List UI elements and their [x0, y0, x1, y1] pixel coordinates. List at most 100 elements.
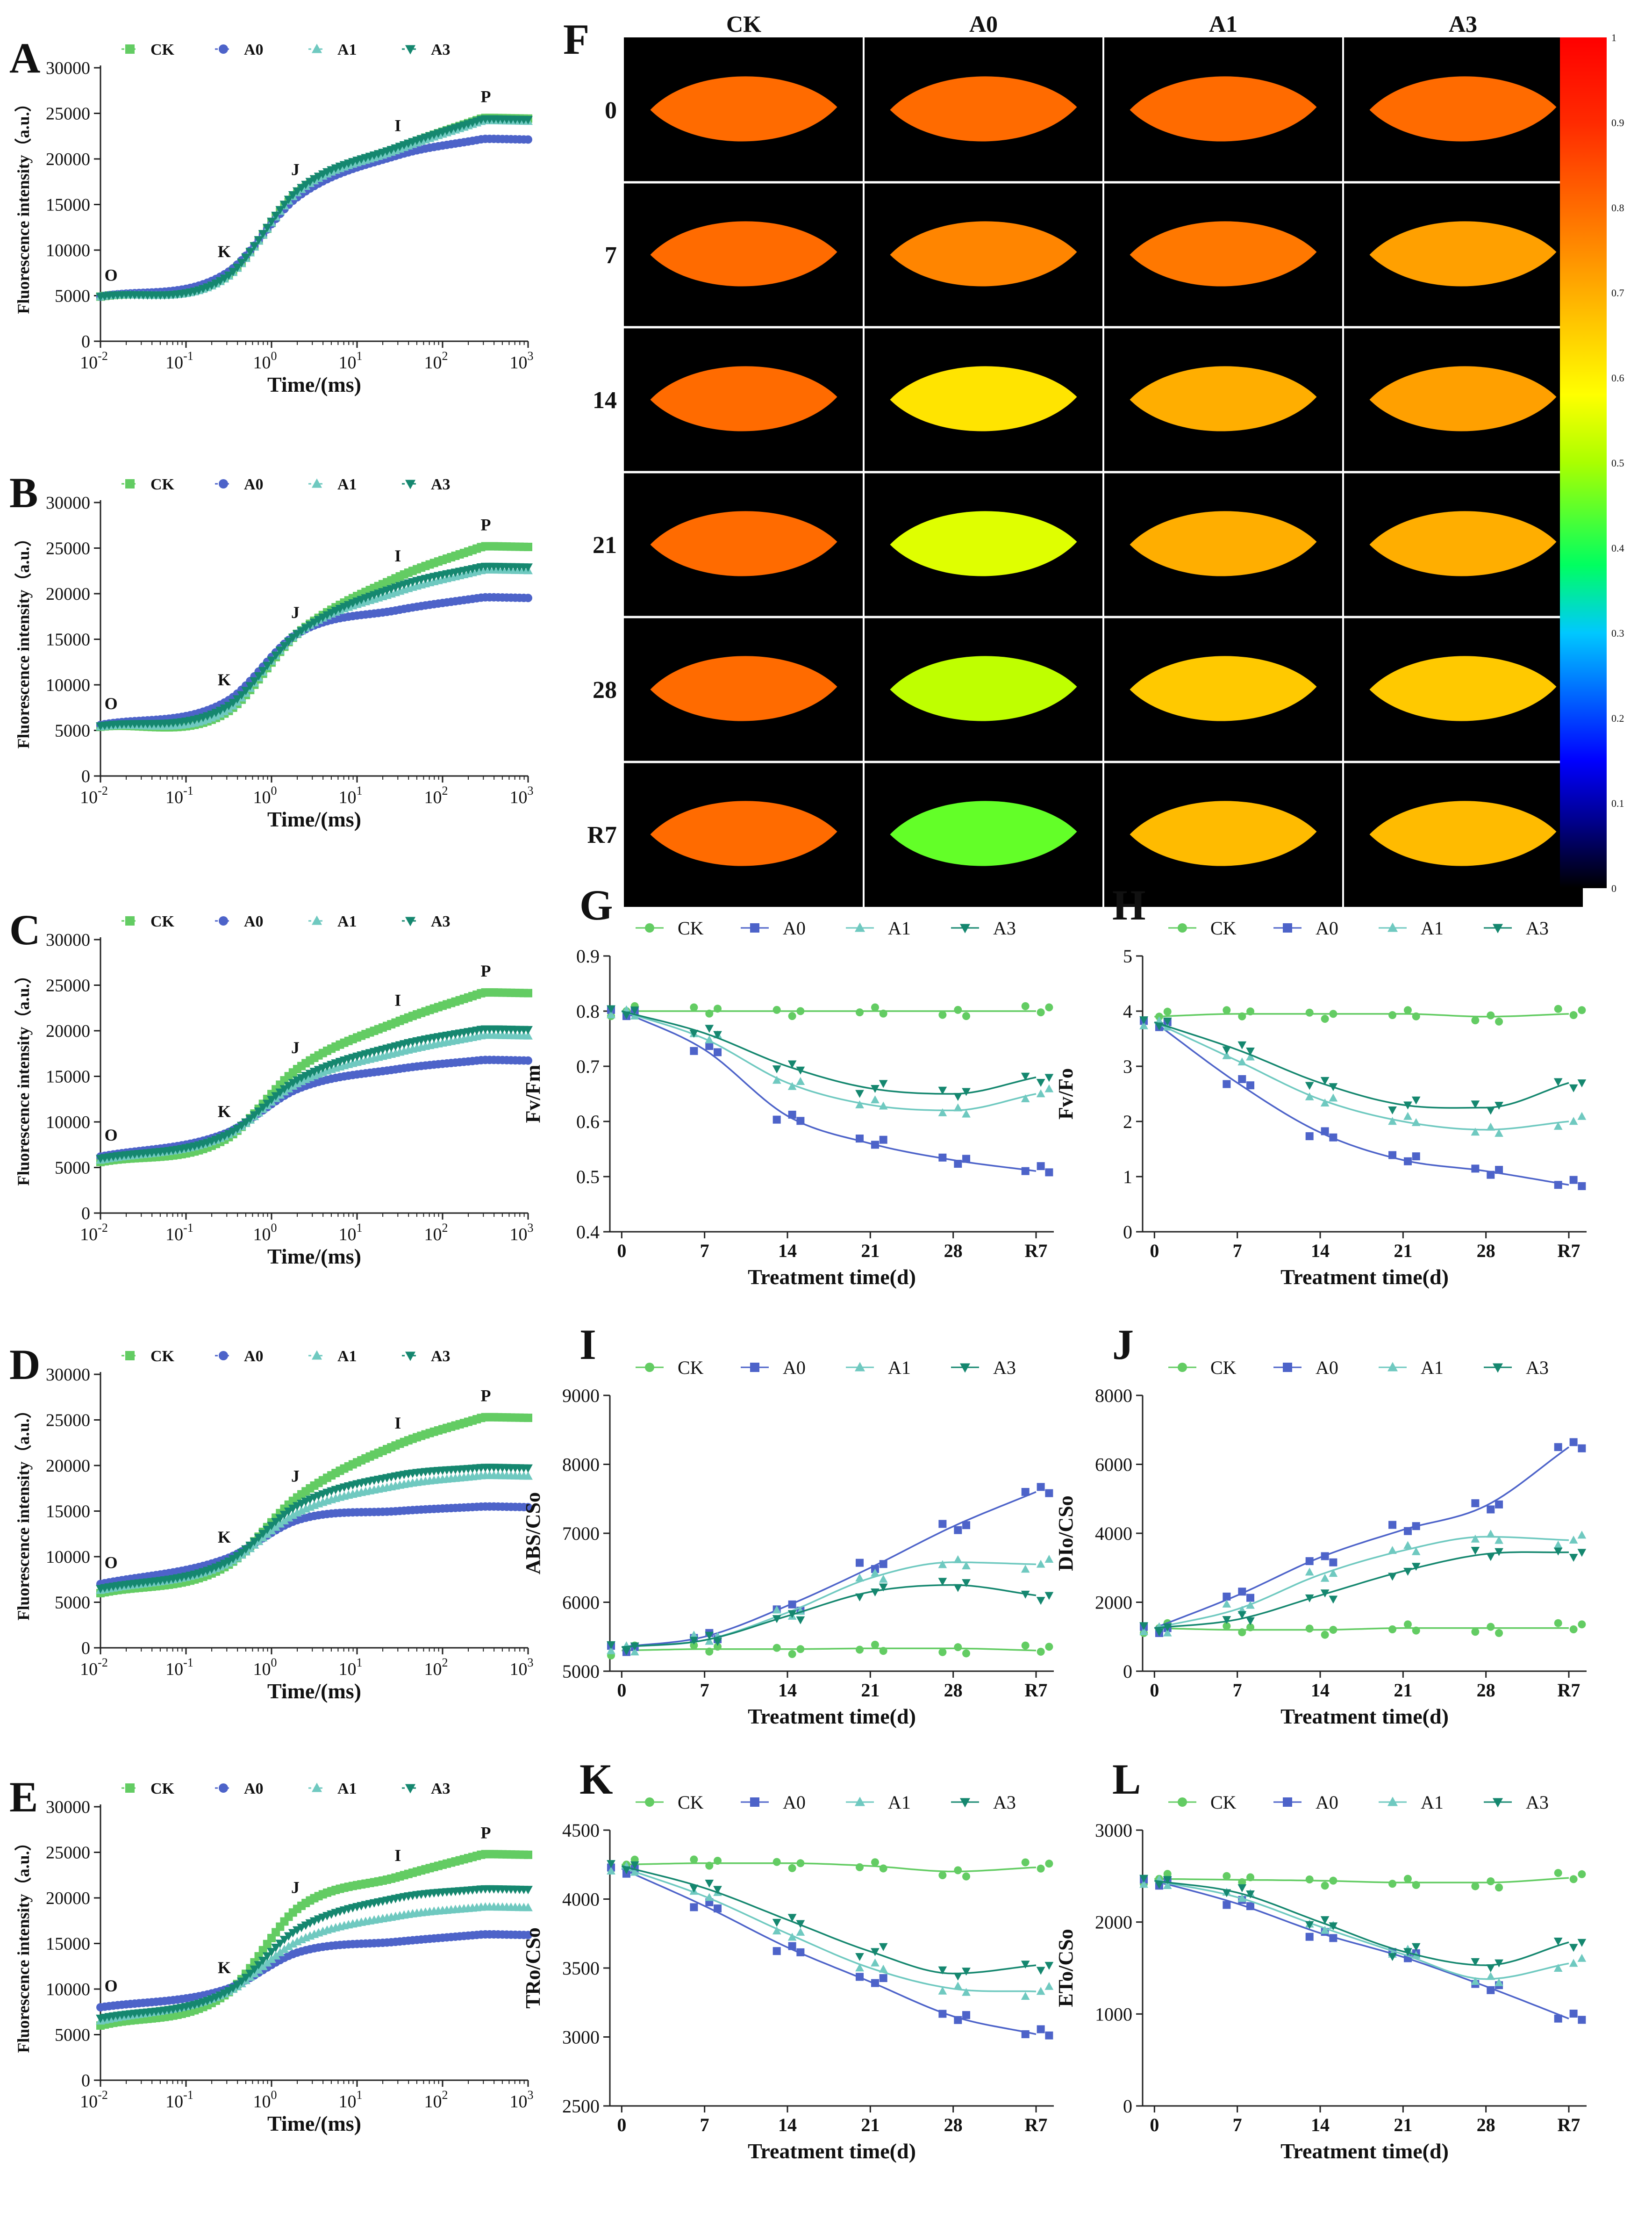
- data-point: [1246, 1902, 1255, 1911]
- data-point: [705, 1880, 714, 1888]
- data-point: [1412, 1012, 1420, 1020]
- data-point: [1246, 1890, 1255, 1899]
- data-point: [1388, 1106, 1397, 1114]
- legend-label-A1: A1: [888, 918, 911, 939]
- data-point: [224, 1987, 234, 1996]
- fit-line: [621, 1010, 1037, 1172]
- data-point: [879, 1583, 888, 1592]
- x-tick-label: R7: [1025, 1680, 1048, 1701]
- y-tick-label: 20000: [46, 584, 90, 604]
- data-point: [1155, 1628, 1164, 1637]
- data-point: [232, 264, 242, 273]
- data-point: [855, 1090, 864, 1098]
- x-tick-label: 10-2: [80, 784, 108, 807]
- data-point: [1320, 1077, 1330, 1085]
- data-point: [1495, 1101, 1503, 1110]
- legend-marker: [1387, 1362, 1398, 1372]
- data-point: [267, 1948, 276, 1957]
- data-point: [267, 656, 276, 665]
- y-tick-label: 3000: [562, 2027, 600, 2048]
- data-point: [271, 1944, 281, 1953]
- data-point: [1237, 1894, 1247, 1902]
- data-point: [1037, 1008, 1045, 1017]
- x-tick-label: 0: [617, 1680, 626, 1701]
- fit-line: [1154, 1446, 1570, 1629]
- data-point: [788, 1864, 796, 1872]
- x-tick-label: 100: [253, 1656, 277, 1679]
- data-point: [1238, 1012, 1246, 1020]
- data-point: [301, 624, 311, 633]
- data-point: [237, 1549, 246, 1558]
- data-point: [1329, 1010, 1337, 1018]
- data-point: [1045, 1489, 1053, 1497]
- x-tick-label: 7: [700, 1680, 709, 1701]
- data-point: [1246, 1052, 1255, 1061]
- data-point: [1320, 1573, 1330, 1582]
- legend-marker: [855, 1362, 865, 1372]
- data-point: [523, 563, 533, 572]
- data-point: [258, 1956, 268, 1965]
- parameter-panel-H: H 0 1 2 3 4 5 0 7 14 21 28 R7 Treatment time(d) Fv/Fo C…: [1054, 881, 1587, 1289]
- point-label-P: P: [480, 87, 491, 106]
- fit-line: [1154, 1021, 1569, 1186]
- data-point: [1320, 1589, 1330, 1598]
- data-point: [788, 1650, 796, 1658]
- data-point: [787, 1082, 797, 1090]
- x-tick-label: 10-1: [165, 2088, 193, 2112]
- data-point: [772, 1076, 781, 1084]
- data-point: [1495, 1166, 1503, 1174]
- data-point: [301, 180, 311, 189]
- data-point: [630, 1642, 639, 1651]
- data-point: [1471, 1164, 1480, 1173]
- data-point: [962, 1968, 971, 1976]
- legend-marker: [960, 1363, 970, 1373]
- x-tick-label: 28: [1477, 2114, 1495, 2135]
- data-point: [524, 1850, 532, 1859]
- data-point: [271, 1951, 281, 1960]
- data-point: [241, 1974, 250, 1983]
- data-point: [689, 1631, 699, 1639]
- data-point: [1578, 1182, 1586, 1190]
- data-point: [250, 677, 259, 686]
- data-point: [871, 1979, 879, 1987]
- x-axis-title: Treatment time(d): [748, 2139, 916, 2163]
- data-point: [1569, 1553, 1578, 1562]
- data-point: [938, 1966, 947, 1975]
- data-point: [254, 1107, 264, 1116]
- data-point: [1305, 1132, 1314, 1141]
- data-point: [953, 1972, 963, 1981]
- panel-letter-G: G: [579, 881, 613, 929]
- x-tick-label: 14: [778, 1240, 797, 1261]
- data-point: [954, 1643, 962, 1652]
- y-tick-label: 30000: [46, 1797, 90, 1817]
- data-point: [288, 1939, 298, 1948]
- data-point: [1037, 1483, 1045, 1491]
- ojip-panel-C: C 0 5000 10000 15000 20000 25000 30000 10-2 10-1 1…: [9, 906, 534, 1268]
- data-point: [1577, 1549, 1587, 1557]
- y-tick-label: 5000: [55, 721, 90, 741]
- color-scale-tick-label: 0.1: [1611, 797, 1624, 809]
- data-point: [1329, 1934, 1337, 1942]
- data-point: [938, 1108, 947, 1116]
- data-point: [879, 1974, 887, 1983]
- fit-line: [622, 1561, 1037, 1648]
- data-point: [1044, 1074, 1054, 1082]
- fit-line: [622, 1647, 1037, 1652]
- x-tick-label: 100: [253, 2088, 277, 2112]
- y-tick-label: 2000: [1095, 1592, 1132, 1613]
- x-tick-label: 100: [253, 1221, 277, 1244]
- legend-label-CK: CK: [150, 913, 175, 930]
- data-point: [1569, 1011, 1578, 1020]
- leaf-image: [1130, 366, 1317, 431]
- data-point: [1578, 1620, 1586, 1629]
- y-tick-label: 10000: [46, 241, 90, 260]
- legend-label-A3: A3: [993, 918, 1016, 939]
- data-point: [1578, 1006, 1586, 1014]
- x-tick-label: 21: [1394, 2114, 1412, 2135]
- y-tick-label: 5000: [55, 287, 90, 306]
- data-point: [1471, 1499, 1480, 1508]
- data-point: [1021, 1094, 1030, 1102]
- legend-label-CK: CK: [678, 1357, 704, 1378]
- y-tick-label: 0: [81, 1638, 90, 1658]
- legend-marker: [855, 1796, 865, 1806]
